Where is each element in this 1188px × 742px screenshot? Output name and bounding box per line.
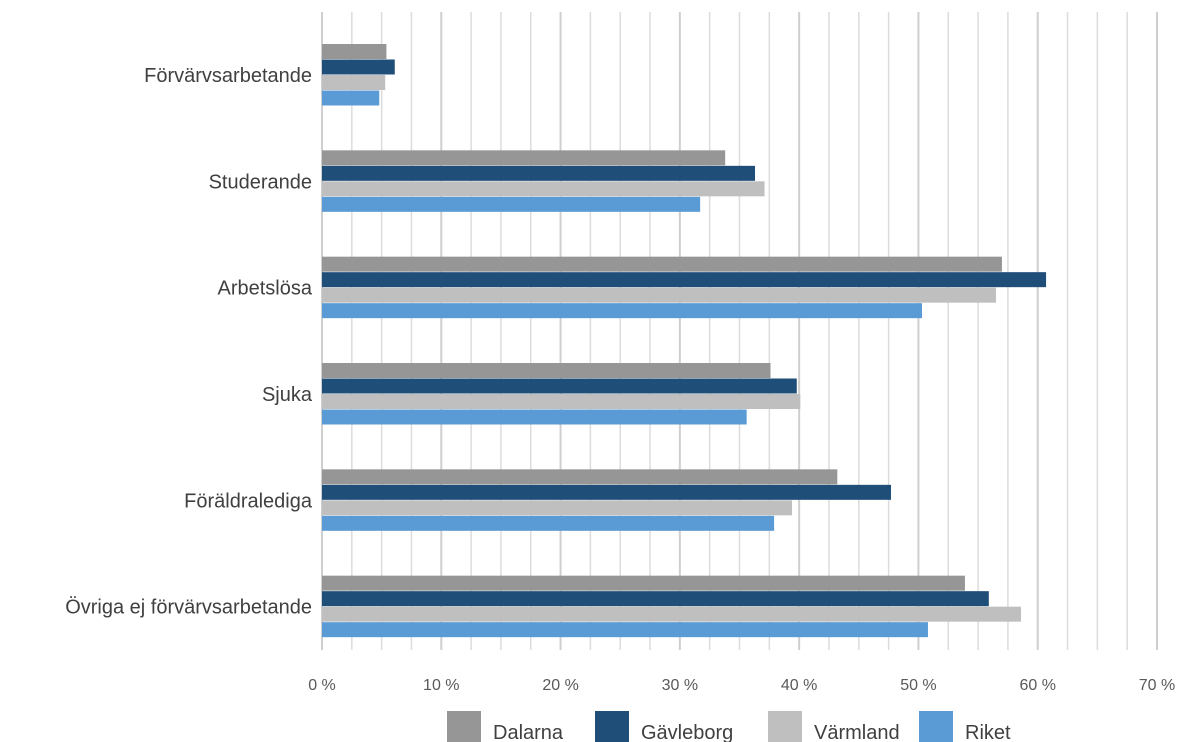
legend-swatch-gävleborg [595, 711, 629, 742]
x-tick-label: 60 % [1019, 677, 1055, 694]
bar-värmland-5 [322, 606, 1022, 622]
x-tick-label: 70 % [1139, 677, 1175, 694]
bar-riket-3 [322, 409, 747, 425]
bars [322, 44, 1047, 638]
legend-label-värmland: Värmland [814, 722, 900, 742]
legend-label-riket: Riket [965, 722, 1011, 742]
category-labels: Förvärvsarbetande Studerande Arbetslösa Sju… [65, 65, 313, 619]
bar-riket-4 [322, 515, 775, 531]
bar-gävleborg-0 [322, 59, 395, 75]
x-tick-label: 50 % [900, 677, 936, 694]
category-label: Övriga ej förvärvsarbetande [65, 597, 312, 619]
bar-gävleborg-2 [322, 272, 1047, 288]
legend-label-dalarna: Dalarna [493, 722, 564, 742]
bar-gävleborg-5 [322, 591, 989, 607]
bar-gävleborg-4 [322, 484, 891, 500]
legend-swatch-riket [919, 711, 953, 742]
bar-gävleborg-1 [322, 165, 756, 181]
bar-riket-5 [322, 622, 928, 638]
bar-dalarna-3 [322, 363, 771, 378]
bar-riket-2 [322, 303, 923, 319]
bar-dalarna-1 [322, 150, 726, 166]
legend-swatch-värmland [768, 711, 802, 742]
bar-dalarna-0 [322, 44, 387, 59]
legend: Dalarna Gävleborg Värmland Riket [447, 711, 1011, 742]
bar-värmland-0 [322, 75, 386, 90]
legend-swatch-dalarna [447, 711, 481, 742]
bar-värmland-2 [322, 287, 996, 303]
bar-dalarna-4 [322, 469, 838, 485]
x-tick-label: 10 % [423, 677, 459, 694]
bar-riket-1 [322, 196, 701, 212]
category-label: Förvärvsarbetande [144, 65, 312, 87]
bar-dalarna-2 [322, 256, 1002, 272]
gridlines [321, 12, 1158, 650]
category-label: Arbetslösa [218, 278, 313, 300]
x-tick-label: 40 % [781, 677, 817, 694]
x-tick-label: 20 % [542, 677, 578, 694]
bar-värmland-4 [322, 500, 792, 516]
category-label: Studerande [209, 171, 312, 193]
x-tick-label: 30 % [662, 677, 698, 694]
bar-riket-0 [322, 90, 380, 106]
bar-gävleborg-3 [322, 378, 797, 394]
x-tick-labels: 0 % 10 % 20 % 30 % 40 % 50 % 60 % 70 % [308, 677, 1175, 694]
category-label: Föräldralediga [184, 490, 313, 512]
x-tick-label: 0 % [308, 677, 336, 694]
bar-värmland-1 [322, 181, 765, 197]
category-label: Sjuka [262, 384, 313, 406]
legend-label-gävleborg: Gävleborg [641, 722, 733, 742]
bar-dalarna-5 [322, 575, 965, 591]
bar-värmland-3 [322, 394, 801, 409]
